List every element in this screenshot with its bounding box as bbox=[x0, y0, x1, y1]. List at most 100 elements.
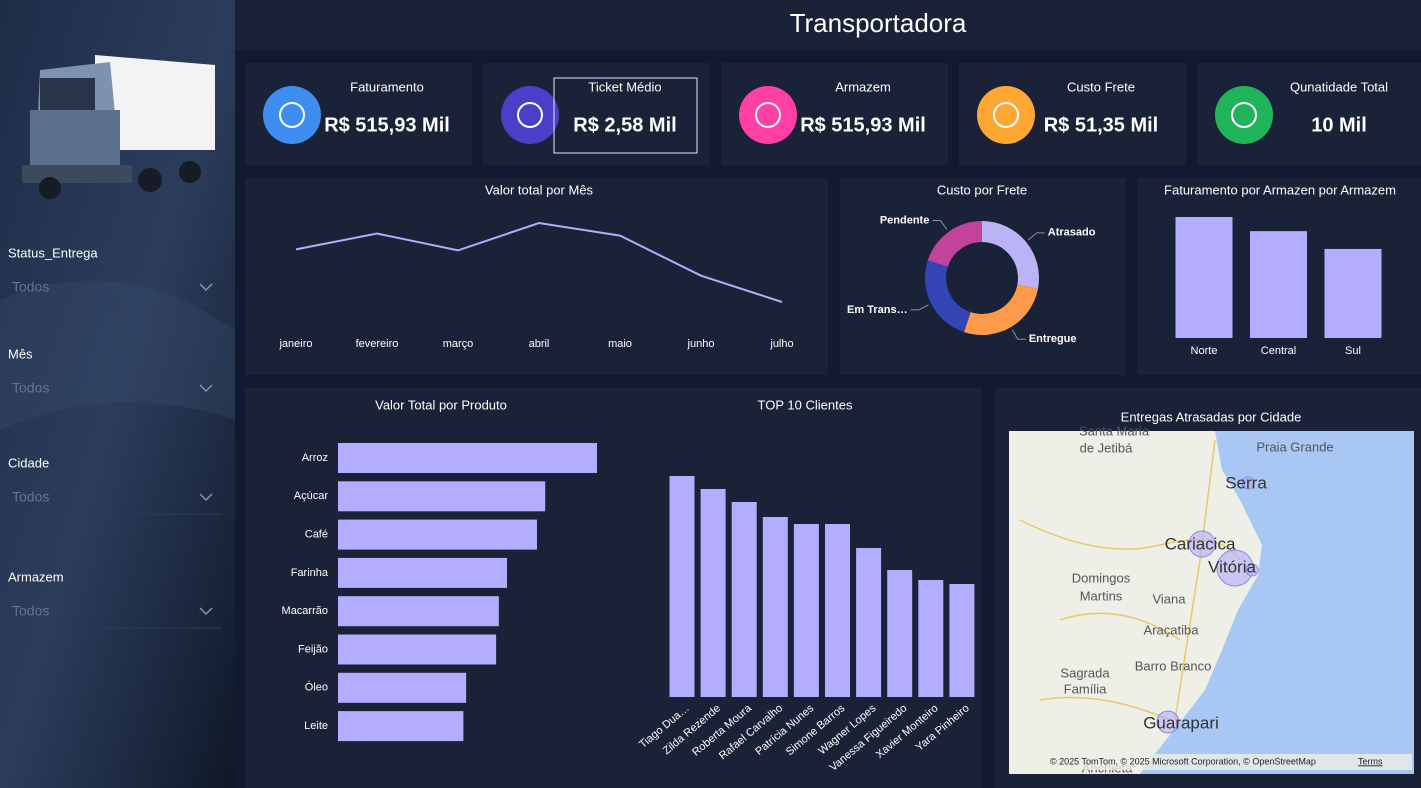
y-tick-label: Arroz bbox=[302, 452, 328, 464]
x-tick-label: junho bbox=[687, 338, 715, 350]
y-tick-label: Leite bbox=[304, 720, 328, 732]
line bbox=[295, 221, 783, 303]
kpi-icon bbox=[739, 86, 797, 144]
x-tick-label: março bbox=[443, 338, 474, 350]
filter-value: Todos bbox=[12, 603, 49, 619]
chart-title: Valor Total por Produto bbox=[375, 397, 507, 412]
donut-slice bbox=[925, 260, 971, 333]
map-label: Família bbox=[1064, 681, 1107, 696]
map-bubble bbox=[1245, 563, 1259, 577]
kpi-label: Qunatidade Total bbox=[1290, 79, 1388, 94]
map-road bbox=[1019, 439, 1241, 721]
chart-title: Custo por Frete bbox=[937, 182, 1027, 197]
bar bbox=[1175, 217, 1233, 338]
map-label: Viana bbox=[1152, 591, 1186, 606]
bar bbox=[856, 548, 882, 697]
kpi-value: R$ 515,93 Mil bbox=[800, 114, 926, 136]
map-label: Guarapari bbox=[1143, 713, 1219, 732]
kpi-icon-glyph bbox=[993, 102, 1019, 128]
y-tick-label: Óleo bbox=[305, 681, 328, 694]
filter-chevron bbox=[199, 283, 213, 292]
truck-image bbox=[22, 55, 215, 199]
slice-label: Atrasado bbox=[1048, 227, 1096, 239]
bar bbox=[918, 580, 944, 697]
map-label: Sagrada bbox=[1060, 665, 1110, 680]
map-bubble bbox=[1156, 710, 1180, 734]
leader-line bbox=[932, 220, 948, 230]
map-title: Entregas Atrasadas por Cidade bbox=[1121, 409, 1302, 424]
map-label: Cariacica bbox=[1165, 534, 1236, 553]
bar bbox=[887, 570, 913, 697]
slice-label: Pendente bbox=[880, 214, 930, 226]
filter-value: Todos bbox=[12, 279, 49, 295]
kpi-label: Faturamento bbox=[350, 79, 424, 94]
kpi-value: 10 Mil bbox=[1311, 114, 1367, 136]
page-title: Transportadora bbox=[790, 8, 967, 38]
filter-value: Todos bbox=[12, 489, 49, 505]
bar bbox=[731, 502, 757, 697]
ticket-outline bbox=[553, 77, 698, 154]
filter-label: Mês bbox=[8, 346, 33, 361]
donut-slice bbox=[964, 284, 1038, 336]
slice-label: Entregue bbox=[1029, 333, 1077, 345]
x-tick-label: janeiro bbox=[278, 338, 312, 350]
kpi-icon-glyph bbox=[1231, 102, 1257, 128]
map-land bbox=[1009, 431, 1262, 774]
map-attribution: © 2025 TomTom, © 2025 Microsoft Corporat… bbox=[1050, 756, 1316, 766]
bar bbox=[338, 519, 538, 550]
kpi-value: R$ 2,58 Mil bbox=[573, 114, 676, 136]
filter-value: Todos bbox=[12, 380, 49, 396]
kpi-label: Ticket Médio bbox=[588, 79, 661, 94]
bar bbox=[949, 584, 975, 697]
y-tick-label: Feijão bbox=[298, 643, 328, 655]
bar bbox=[1250, 231, 1307, 338]
kpi-icon bbox=[977, 86, 1035, 144]
kpi-icon bbox=[1215, 86, 1273, 144]
y-tick-label: Farinha bbox=[291, 567, 329, 579]
bar bbox=[700, 489, 726, 697]
map-label: Praia Grande bbox=[1256, 439, 1333, 454]
bar bbox=[338, 711, 464, 742]
y-tick-label: Café bbox=[305, 529, 328, 541]
filter-label: Cidade bbox=[8, 455, 49, 470]
card bbox=[245, 178, 828, 375]
map-bubble bbox=[1241, 476, 1255, 490]
card bbox=[840, 178, 1125, 375]
leader-line bbox=[910, 304, 929, 311]
map-label: Santa Maria bbox=[1079, 423, 1150, 438]
bar bbox=[338, 672, 467, 703]
x-tick-label: maio bbox=[608, 338, 632, 350]
filter-label: Status_Entrega bbox=[8, 245, 98, 260]
y-tick-label: Macarrão bbox=[282, 605, 328, 617]
kpi-value: R$ 515,93 Mil bbox=[324, 114, 450, 136]
filter-label: Armazem bbox=[8, 569, 64, 584]
kpi-icon-glyph bbox=[517, 102, 543, 128]
donut-slice bbox=[982, 221, 1039, 289]
kpi-icon-glyph bbox=[755, 102, 781, 128]
chart-title: Faturamento por Armazen por Armazem bbox=[1164, 182, 1396, 197]
x-tick-label: fevereiro bbox=[356, 338, 399, 350]
header bbox=[235, 0, 1421, 50]
leader-line bbox=[1011, 329, 1026, 340]
bar bbox=[338, 634, 497, 665]
bar bbox=[338, 557, 508, 588]
bar bbox=[793, 524, 819, 697]
map-bubble bbox=[1188, 530, 1216, 558]
bar bbox=[669, 476, 695, 697]
x-tick-label: julho bbox=[769, 338, 793, 350]
kpi-value: R$ 51,35 Mil bbox=[1044, 114, 1159, 136]
map-terms: Terms bbox=[1358, 756, 1383, 766]
map-label: de Jetibá bbox=[1080, 440, 1134, 455]
bar bbox=[1324, 248, 1382, 338]
kpi-icon bbox=[501, 86, 559, 144]
kpi-label: Custo Frete bbox=[1067, 79, 1135, 94]
bar bbox=[825, 524, 850, 697]
y-tick-label: Açúcar bbox=[294, 490, 329, 502]
x-tick-label: Sul bbox=[1345, 345, 1361, 357]
kpi-icon bbox=[263, 86, 321, 144]
x-tick-label: Central bbox=[1261, 345, 1296, 357]
sidebar-shape bbox=[0, 280, 235, 430]
donut-slice bbox=[927, 221, 982, 267]
map-label: Martins bbox=[1080, 588, 1123, 603]
